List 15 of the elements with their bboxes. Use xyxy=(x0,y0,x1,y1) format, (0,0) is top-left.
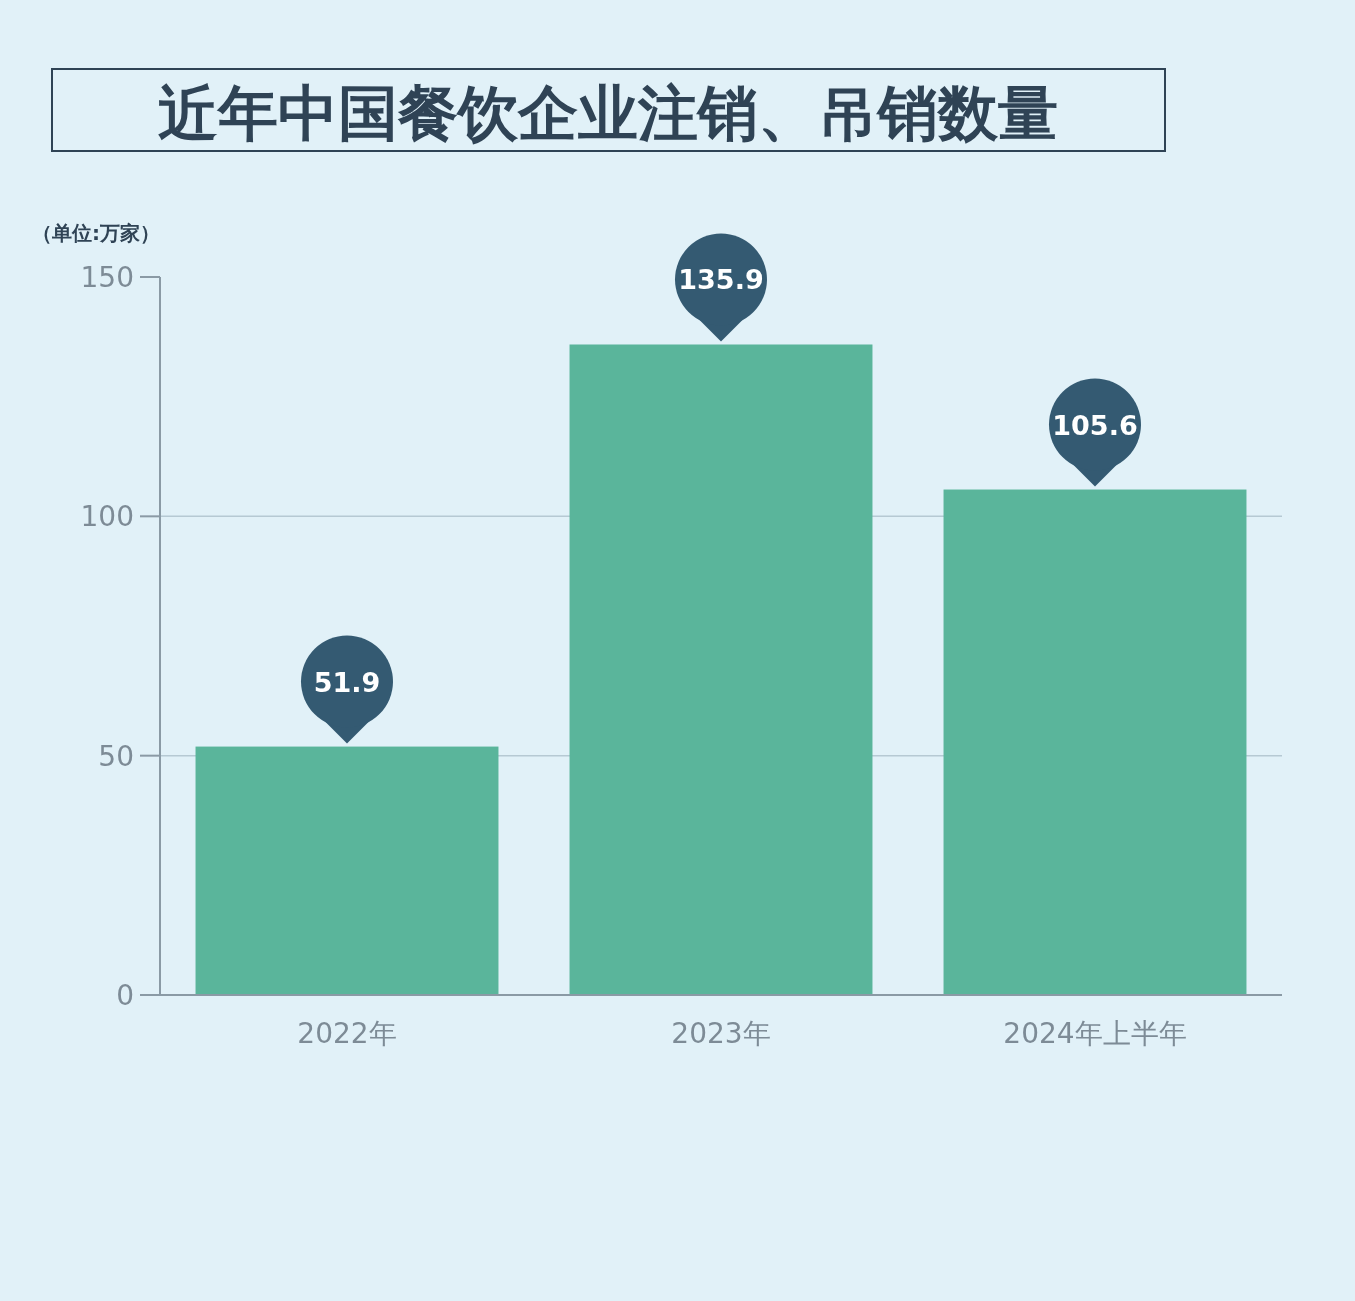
x-tick-label: 2022年 xyxy=(297,1017,397,1050)
chart-title: 近年中国餐饮企业注销、吊销数量 xyxy=(158,78,1058,148)
bar xyxy=(943,489,1247,995)
data-label: 105.6 xyxy=(1052,409,1138,441)
y-tick-label: 150 xyxy=(80,261,134,294)
x-tick-label: 2024年上半年 xyxy=(1003,1017,1187,1050)
y-tick-label: 50 xyxy=(98,739,134,773)
y-tick-label: 0 xyxy=(116,979,134,1012)
bar xyxy=(569,344,873,995)
y-tick-label: 100 xyxy=(80,500,134,534)
bar xyxy=(195,746,499,995)
y-axis-title: （单位:万家） xyxy=(32,221,160,245)
data-label: 135.9 xyxy=(678,264,764,296)
x-tick-label: 2023年 xyxy=(671,1017,771,1050)
data-label: 51.9 xyxy=(313,666,381,698)
